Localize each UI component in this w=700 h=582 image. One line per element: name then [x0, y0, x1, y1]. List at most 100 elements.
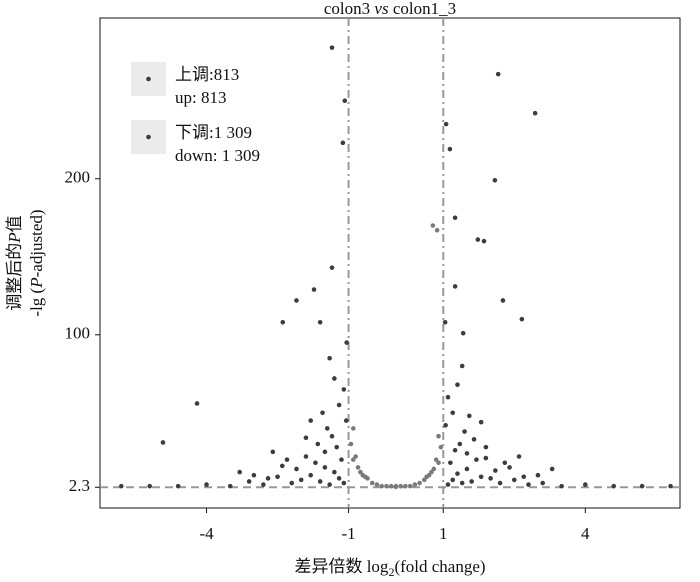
- point: [436, 433, 441, 439]
- point: [289, 480, 295, 486]
- point: [431, 466, 437, 472]
- point: [611, 483, 617, 489]
- point: [460, 330, 466, 336]
- point: [459, 363, 465, 369]
- point: [393, 484, 399, 490]
- point: [500, 298, 506, 303]
- point: [384, 483, 389, 489]
- point: [311, 287, 317, 292]
- point: [511, 477, 517, 483]
- point: [464, 451, 470, 456]
- point: [493, 468, 498, 473]
- point: [502, 460, 508, 466]
- point: [478, 419, 484, 425]
- point: [320, 410, 325, 416]
- marks: [100, 18, 680, 508]
- y-axis-label: 调整后的P值: [5, 215, 24, 310]
- point: [342, 98, 348, 104]
- y-axis-label-part: 调整后的: [5, 243, 24, 311]
- point: [495, 71, 501, 77]
- point: [246, 479, 252, 484]
- point: [261, 482, 266, 487]
- point: [270, 449, 276, 455]
- point: [459, 480, 465, 486]
- point: [492, 177, 498, 183]
- point: [526, 482, 531, 487]
- point: [445, 394, 451, 400]
- x-axis-label-part: (fold change): [394, 557, 485, 576]
- legend-marker: [146, 76, 151, 82]
- y-axis-label-part: -lg (: [27, 287, 46, 316]
- chart-title-part: colon1_3: [389, 0, 457, 18]
- point: [265, 476, 271, 481]
- legend-label: 下调:1 309: [175, 123, 252, 142]
- point: [329, 45, 335, 50]
- point: [507, 465, 512, 470]
- point: [516, 454, 522, 459]
- point: [322, 465, 328, 470]
- point: [341, 480, 347, 486]
- x-axis-label: 差异倍数 log2(fold change): [294, 557, 485, 579]
- point: [294, 298, 299, 303]
- point: [315, 441, 321, 447]
- point: [464, 466, 470, 472]
- point: [343, 418, 349, 423]
- point: [194, 401, 200, 406]
- point: [407, 483, 413, 489]
- point: [422, 477, 427, 483]
- chart-title: colon3 vs colon1_3: [324, 0, 456, 18]
- point: [322, 449, 328, 455]
- point: [450, 410, 456, 416]
- point: [438, 444, 444, 450]
- plot-frame: [99, 17, 681, 509]
- point: [280, 319, 286, 325]
- point: [358, 469, 363, 475]
- point: [481, 238, 487, 244]
- point: [329, 433, 335, 439]
- x-tick-label: 4: [581, 524, 590, 543]
- point: [448, 460, 453, 466]
- point: [341, 387, 347, 392]
- point: [313, 460, 318, 466]
- point: [549, 466, 555, 472]
- point: [348, 441, 354, 447]
- point: [379, 483, 385, 489]
- point: [398, 483, 403, 489]
- point: [540, 480, 545, 486]
- point: [450, 477, 456, 483]
- x-tick-label: -4: [199, 524, 214, 543]
- point: [417, 480, 422, 486]
- point: [339, 457, 344, 462]
- point: [403, 483, 408, 489]
- point: [353, 454, 358, 459]
- point: [317, 479, 323, 484]
- x-axis-label-part: 2: [388, 565, 394, 579]
- point: [317, 319, 323, 325]
- point: [430, 223, 436, 228]
- legend-label: down: 1 309: [175, 146, 260, 165]
- legend-label: up: 813: [175, 88, 226, 107]
- x-tick-label: -1: [341, 524, 355, 543]
- point: [455, 471, 460, 476]
- chart-title-part: colon3: [324, 0, 375, 18]
- point: [369, 480, 375, 486]
- point: [327, 482, 332, 487]
- y-tick-label: 2.3: [69, 476, 90, 495]
- point: [351, 457, 356, 462]
- point: [303, 435, 309, 441]
- point: [469, 479, 474, 484]
- y-tick-label: 100: [65, 324, 91, 343]
- point: [294, 466, 299, 472]
- point: [639, 483, 645, 489]
- point: [355, 465, 361, 470]
- point: [237, 469, 242, 475]
- point: [308, 418, 313, 423]
- y-axis-label: -lg (P-adjusted): [27, 209, 46, 316]
- point: [204, 482, 209, 487]
- legend: 上调:813 up: 813 下调:1 309 down: 1 309: [131, 62, 260, 165]
- y-axis-label-part: P: [5, 232, 24, 243]
- point: [532, 110, 538, 116]
- point: [521, 474, 527, 480]
- point: [424, 474, 429, 480]
